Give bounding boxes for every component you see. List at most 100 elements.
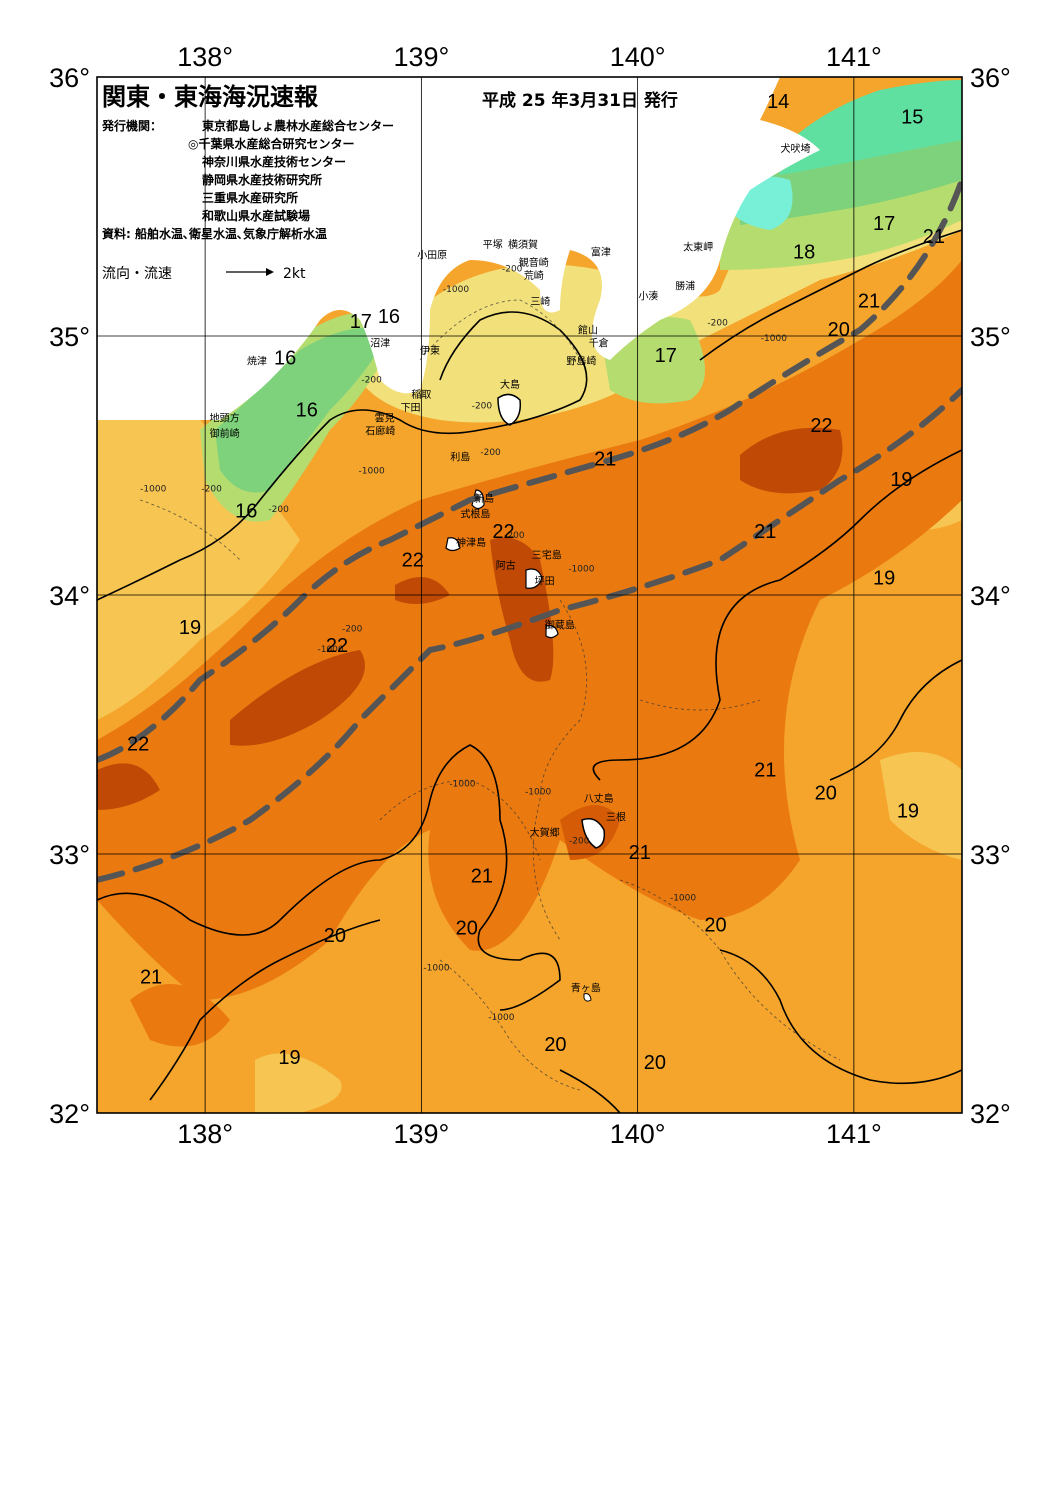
isotherm-label: 20 (456, 917, 478, 939)
place-label: 雲見 (375, 412, 395, 424)
lat-label-right: 34° (970, 581, 1011, 611)
isotherm-label: 21 (754, 759, 776, 781)
header: 関東・東海海況速報 平成 25 年3月31日 発行 発行機関： 東京都島しょ農林… (101, 83, 678, 282)
place-label: 坪田 (535, 575, 555, 588)
lon-label-bottom: 140° (610, 1119, 666, 1149)
lat-label-left: 36° (49, 63, 90, 93)
lon-label-top: 138° (177, 42, 233, 72)
isotherm-label: 20 (704, 915, 726, 937)
place-label: 平塚 (483, 239, 503, 251)
isotherm-label: 22 (326, 635, 348, 657)
depth-label: -200 (504, 531, 525, 541)
isotherm-label: 14 (767, 91, 789, 113)
place-label: 三宅島 (532, 549, 562, 562)
publisher-1: ◎千葉県水産総合研究センター (188, 136, 354, 151)
place-label: 御蔵島 (545, 619, 575, 632)
isotherm-labels: 15 14 17 18 21 21 20 17 16 16 16 17 22 21 19 21 19 16 22 22… (127, 91, 945, 1074)
kuroshio-axis (97, 177, 962, 883)
land-honshu (97, 77, 820, 420)
publisher-0: 東京都島しょ農林水産総合センター (202, 118, 394, 133)
depth-label: -200 (707, 319, 728, 329)
isotherm-label: 16 (378, 306, 400, 328)
hachijojima (581, 818, 606, 849)
isotherm-label: 21 (923, 226, 945, 248)
depth-label: -200 (472, 402, 493, 412)
water-22-mid (395, 577, 450, 604)
isotherm-label: 18 (793, 241, 815, 263)
place-label: 式根島 (460, 507, 490, 520)
lat-label-right: 33° (970, 840, 1011, 870)
water-19-south (255, 1053, 342, 1113)
isotherm-label: 21 (140, 967, 162, 989)
place-label: 千倉 (589, 336, 609, 349)
isotherm-label: 20 (324, 925, 346, 947)
publisher-3: 静岡県水産技術研究所 (202, 172, 322, 187)
depth-label: -200 (361, 376, 382, 386)
place-label: 観音崎 (519, 256, 549, 269)
place-label: 伊東 (420, 344, 440, 357)
place-label: 荒崎 (524, 269, 544, 282)
isotherm-label: 21 (629, 842, 651, 864)
lat-labels-left: 36° 35° 34° 33° 32° (49, 63, 90, 1129)
isotherm-label: 19 (179, 617, 201, 639)
map-title: 関東・東海海況速報 (102, 83, 319, 111)
isotherm-label: 16 (274, 347, 296, 369)
place-label: 横須賀 (508, 238, 538, 251)
isotherm-label: 19 (278, 1047, 300, 1069)
place-label: 利島 (450, 450, 470, 463)
lat-label-right: 32° (970, 1099, 1011, 1129)
depth-label: -1000 (488, 1013, 514, 1023)
water-22-east (740, 427, 843, 494)
depth-label: -200 (268, 505, 289, 515)
lat-label-left: 34° (49, 581, 90, 611)
place-label: 沼津 (370, 336, 390, 349)
lat-label-left: 32° (49, 1099, 90, 1129)
water-22-far-west (97, 763, 160, 810)
place-label: 焼津 (247, 355, 267, 367)
lat-label-right: 35° (970, 322, 1011, 352)
lat-label-left: 35° (49, 322, 90, 352)
depth-label: -1000 (317, 645, 343, 655)
isotherm-label: 19 (890, 469, 912, 491)
isotherm-label: 20 (644, 1052, 666, 1074)
data-sources: 資料: 船舶水温､衛星水温､気象庁解析水温 (102, 226, 327, 241)
depth-label: -200 (201, 484, 222, 494)
depth-labels: -1000 -200 -200 -1000 -200 -200 -1000 -200 -1000… (140, 264, 787, 1023)
flow-legend-scale: 2kt (283, 266, 306, 282)
place-label: 野島崎 (566, 354, 596, 367)
isotherm-label: 16 (296, 399, 318, 421)
depth-label: -200 (569, 837, 590, 847)
depth-label: -1000 (449, 780, 475, 790)
place-label: 犬吠埼 (780, 142, 810, 155)
depth-label: -1000 (525, 787, 551, 797)
depth-label: -1000 (761, 334, 787, 344)
place-label: 三崎 (530, 295, 550, 308)
place-label: 神津島 (456, 536, 486, 549)
isotherm-label: 19 (897, 801, 919, 823)
place-label: 稲取 (411, 389, 431, 401)
isotherm-label: 16 (235, 500, 257, 522)
isotherm-label: 17 (350, 311, 372, 333)
flow-legend-label: 流向・流速 (102, 266, 172, 282)
place-label: 大島 (500, 378, 520, 391)
isotherm-label: 20 (828, 319, 850, 341)
aogashima (583, 993, 592, 1002)
isotherm-label: 21 (858, 291, 880, 313)
isotherm-label: 17 (873, 213, 895, 235)
isotherm-label: 22 (127, 733, 149, 755)
depth-contours (139, 299, 841, 1091)
lat-label-right: 36° (970, 63, 1011, 93)
water-22-west (230, 650, 365, 746)
mikurajima (545, 625, 559, 639)
place-label: 小田原 (417, 249, 447, 261)
place-label: 石廊崎 (365, 424, 395, 437)
isotherm-label: 21 (594, 449, 616, 471)
place-label: 富津 (591, 246, 611, 259)
lon-label-top: 139° (393, 42, 449, 72)
place-label: 青ヶ島 (571, 981, 601, 994)
lon-label-bottom: 139° (393, 1119, 449, 1149)
place-label: 三根 (606, 810, 626, 823)
depth-label: -200 (502, 264, 523, 274)
depth-label: -1000 (140, 484, 166, 494)
